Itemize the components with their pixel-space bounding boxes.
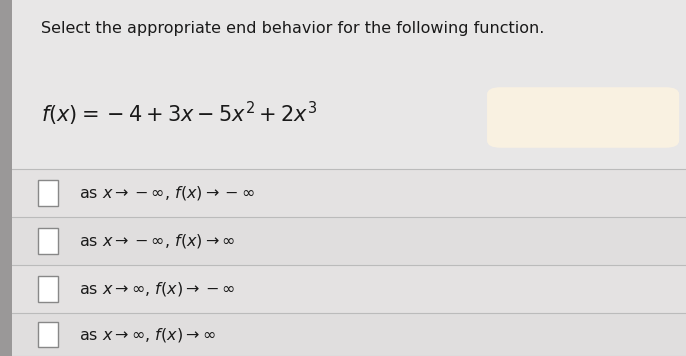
FancyBboxPatch shape	[38, 322, 58, 347]
Bar	[12, 313, 686, 356]
Text: $f(x) = -4 + 3x - 5x^2 + 2x^3$: $f(x) = -4 + 3x - 5x^2 + 2x^3$	[41, 100, 318, 128]
Text: as $x \rightarrow \infty$, $f(x) \rightarrow -\infty$: as $x \rightarrow \infty$, $f(x) \righta…	[79, 280, 235, 298]
FancyBboxPatch shape	[38, 276, 58, 302]
Text: as $x \rightarrow -\infty$, $f(x) \rightarrow \infty$: as $x \rightarrow -\infty$, $f(x) \right…	[79, 232, 235, 250]
Bar	[0, 0, 12, 356]
Text: Select the appropriate end behavior for the following function.: Select the appropriate end behavior for …	[41, 21, 545, 36]
FancyBboxPatch shape	[487, 87, 679, 148]
Bar	[12, 217, 686, 265]
Text: as $x \rightarrow -\infty$, $f(x) \rightarrow -\infty$: as $x \rightarrow -\infty$, $f(x) \right…	[79, 184, 255, 202]
Bar	[12, 265, 686, 313]
Text: as $x \rightarrow \infty$, $f(x) \rightarrow \infty$: as $x \rightarrow \infty$, $f(x) \righta…	[79, 326, 215, 344]
FancyBboxPatch shape	[38, 180, 58, 206]
FancyBboxPatch shape	[38, 228, 58, 254]
Bar	[12, 169, 686, 217]
